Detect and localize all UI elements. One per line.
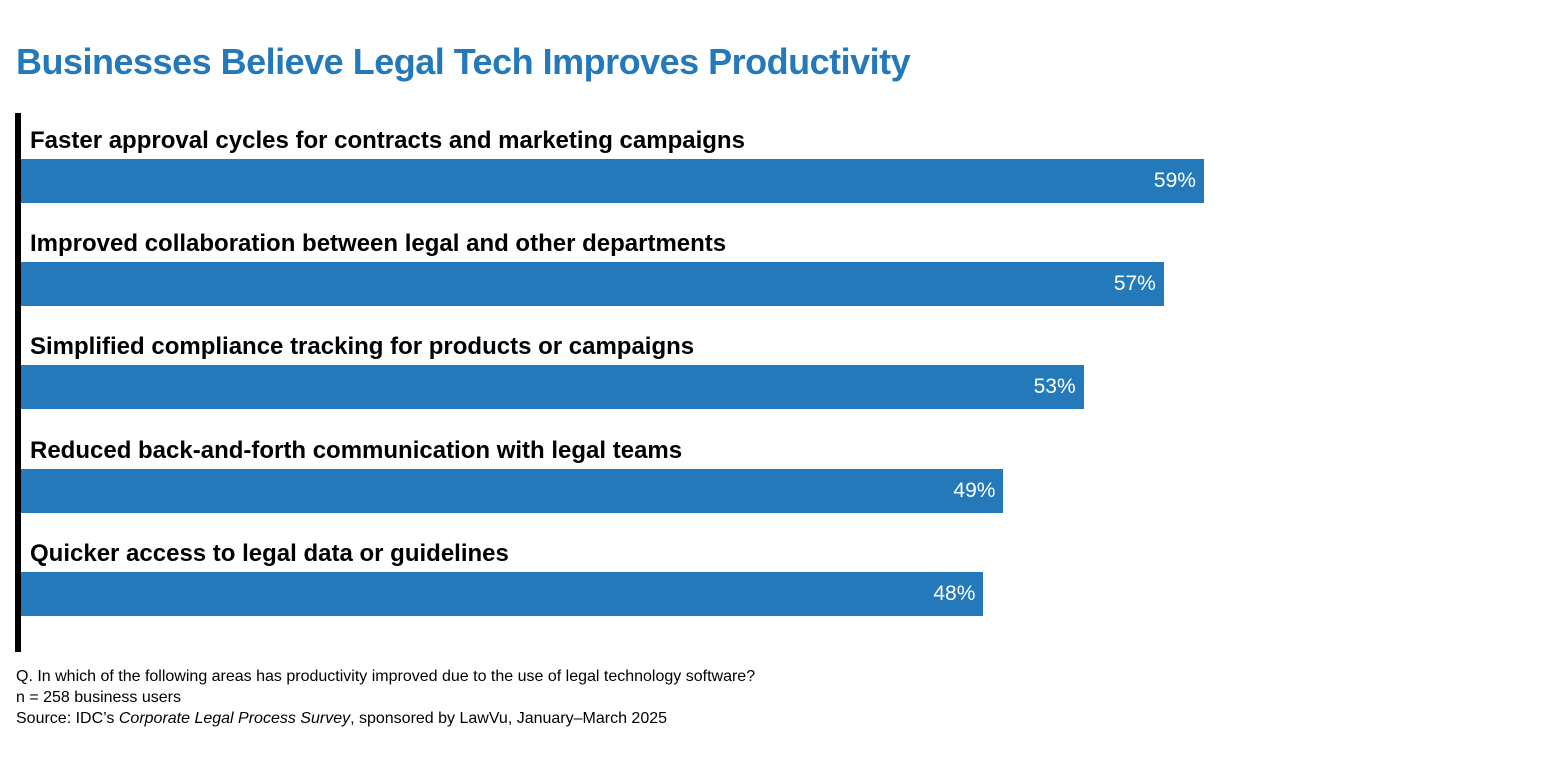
- bar-value-label: 48%: [933, 581, 976, 605]
- bar: 49%: [21, 468, 1004, 513]
- source-prefix: Source: IDC’s: [16, 710, 119, 727]
- source-suffix: , sponsored by LawVu, January–March 2025: [350, 710, 668, 727]
- footnote: Q. In which of the following areas has p…: [16, 666, 755, 729]
- category-label: Simplified compliance tracking for produ…: [30, 333, 695, 361]
- bar-value-label: 57%: [1113, 272, 1156, 296]
- bar: 57%: [21, 262, 1164, 307]
- category-label: Quicker access to legal data or guidelin…: [30, 539, 509, 567]
- bar-value-label: 53%: [1033, 375, 1076, 399]
- bar-value-label: 49%: [953, 478, 996, 502]
- sample-size: n = 258 business users: [16, 689, 181, 706]
- survey-question: Q. In which of the following areas has p…: [16, 668, 756, 685]
- source-title: Corporate Legal Process Survey: [118, 710, 351, 727]
- category-label: Reduced back-and-forth communication wit…: [30, 436, 683, 464]
- category-label: Improved collaboration between legal and…: [30, 230, 727, 258]
- bar: 59%: [21, 159, 1204, 203]
- bar: 53%: [21, 365, 1084, 410]
- chart-title: Businesses Believe Legal Tech Improves P…: [16, 41, 911, 82]
- category-label: Faster approval cycles for contracts and…: [30, 127, 745, 154]
- source-line: Source: IDC’s Corporate Legal Process Su…: [16, 708, 755, 729]
- bar-value-label: 59%: [1153, 169, 1196, 192]
- category-axis-line: [15, 113, 21, 652]
- bar: 48%: [21, 571, 984, 616]
